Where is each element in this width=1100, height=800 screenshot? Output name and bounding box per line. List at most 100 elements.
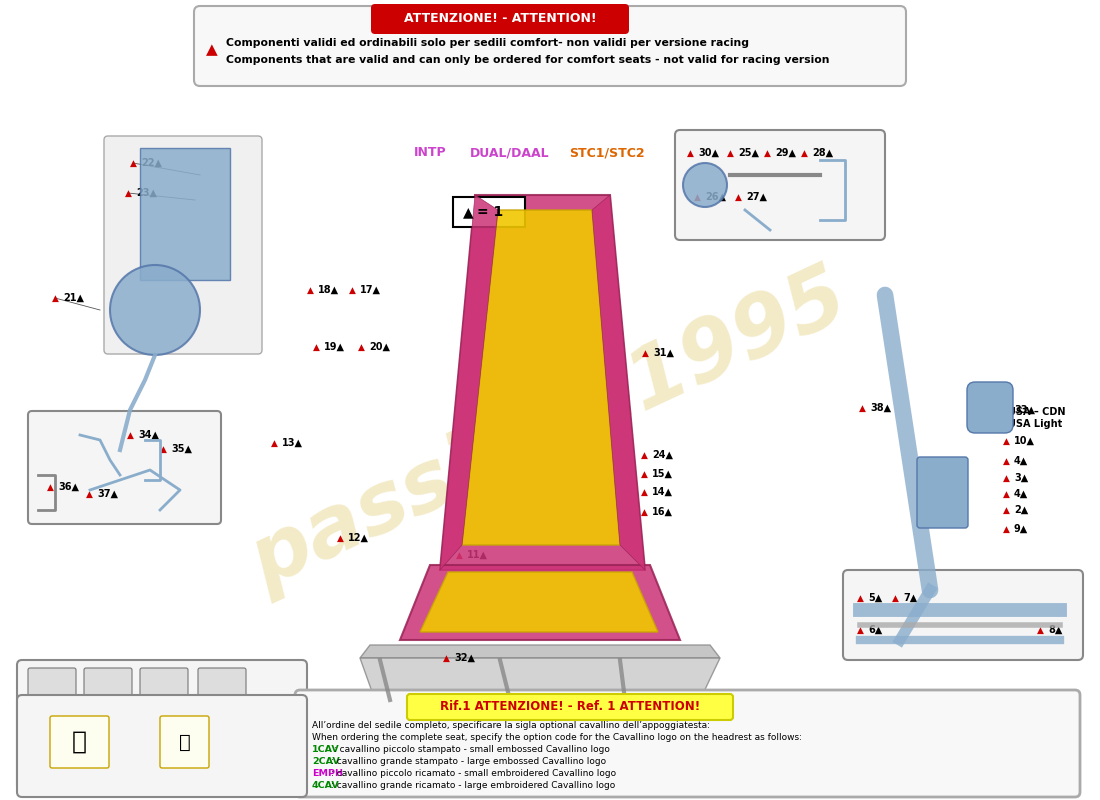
FancyBboxPatch shape	[194, 6, 906, 86]
Text: 29▲: 29▲	[776, 148, 796, 158]
Text: ▲: ▲	[337, 534, 343, 542]
Text: passione1995: passione1995	[239, 256, 861, 604]
Text: 21▲: 21▲	[63, 293, 84, 303]
Text: ▲: ▲	[52, 294, 58, 302]
Text: ▲: ▲	[1002, 506, 1010, 514]
Polygon shape	[360, 645, 720, 658]
Text: ▲: ▲	[640, 470, 648, 478]
Text: ▲: ▲	[160, 445, 166, 454]
Text: 35▲: 35▲	[170, 444, 192, 454]
Text: Daytona
Style: Daytona Style	[146, 763, 183, 782]
FancyBboxPatch shape	[160, 716, 209, 768]
Text: 4▲: 4▲	[1014, 489, 1028, 499]
Text: ATTENZIONE! - ATTENTION!: ATTENZIONE! - ATTENTION!	[404, 13, 596, 26]
Text: 2▲: 2▲	[1014, 505, 1028, 515]
Text: ▲: ▲	[857, 626, 864, 634]
Text: 11▲: 11▲	[468, 550, 488, 560]
Text: 18▲: 18▲	[318, 285, 339, 295]
FancyBboxPatch shape	[453, 197, 525, 227]
Polygon shape	[592, 195, 645, 570]
Text: = 1: = 1	[477, 205, 504, 219]
Text: 14▲: 14▲	[652, 487, 673, 497]
FancyBboxPatch shape	[201, 737, 243, 757]
FancyBboxPatch shape	[407, 694, 733, 720]
Text: ▲: ▲	[640, 450, 648, 459]
Text: ▲: ▲	[307, 286, 314, 294]
Text: ▲: ▲	[1036, 626, 1044, 634]
Text: ▲: ▲	[126, 430, 133, 439]
FancyBboxPatch shape	[967, 382, 1013, 433]
Text: ▲: ▲	[124, 189, 131, 198]
Text: Cavallino grande: Cavallino grande	[37, 745, 123, 754]
Text: 4▲: 4▲	[1014, 456, 1028, 466]
Text: 26▲: 26▲	[705, 192, 726, 202]
FancyBboxPatch shape	[16, 660, 307, 790]
Text: 32▲: 32▲	[454, 653, 475, 663]
Text: 24▲: 24▲	[652, 450, 673, 460]
Text: ▲: ▲	[1002, 490, 1010, 498]
Text: 13▲: 13▲	[282, 438, 303, 448]
Text: 25▲: 25▲	[738, 148, 759, 158]
FancyBboxPatch shape	[198, 668, 246, 742]
Text: ▲: ▲	[694, 193, 701, 202]
Text: 7▲: 7▲	[903, 593, 917, 603]
Text: When ordering the complete seat, specify the option code for the Cavallino logo : When ordering the complete seat, specify…	[312, 733, 802, 742]
Text: USA – CDN
USA Light: USA – CDN USA Light	[1008, 407, 1066, 429]
Polygon shape	[400, 565, 680, 640]
Text: 34▲: 34▲	[138, 430, 160, 440]
Polygon shape	[440, 195, 498, 570]
Text: : cavallino grande ricamato - large embroidered Cavallino logo: : cavallino grande ricamato - large embr…	[331, 781, 616, 790]
Text: 20▲: 20▲	[368, 342, 390, 352]
Text: 16▲: 16▲	[652, 507, 673, 517]
Text: 8▲: 8▲	[1048, 625, 1063, 635]
FancyBboxPatch shape	[16, 695, 307, 797]
Text: ▲: ▲	[1002, 437, 1010, 446]
Text: DUAL/DAAL: DUAL/DAAL	[470, 146, 550, 159]
Text: 2CAV: 2CAV	[312, 757, 340, 766]
Text: 37▲: 37▲	[97, 489, 118, 499]
Text: 23▲: 23▲	[136, 188, 157, 198]
Text: ▲: ▲	[801, 149, 807, 158]
Text: Cavallino piccolo: Cavallino piccolo	[147, 745, 233, 754]
Text: ▲: ▲	[727, 149, 734, 158]
Text: ▲: ▲	[358, 342, 364, 351]
Text: Rif.1 ATTENZIONE! - Ref. 1 ATTENTION!: Rif.1 ATTENZIONE! - Ref. 1 ATTENTION!	[440, 701, 700, 714]
FancyBboxPatch shape	[295, 690, 1080, 797]
FancyBboxPatch shape	[84, 668, 132, 742]
Text: All’ordine del sedile completo, specificare la sigla optional cavallino dell’app: All’ordine del sedile completo, specific…	[312, 721, 710, 730]
Text: ▲: ▲	[859, 403, 866, 413]
Polygon shape	[440, 195, 645, 570]
Text: : cavallino piccolo stampato - small embossed Cavallino logo: : cavallino piccolo stampato - small emb…	[331, 745, 610, 754]
Text: ▲: ▲	[1002, 474, 1010, 482]
Text: 10▲: 10▲	[1014, 436, 1035, 446]
Text: 9▲: 9▲	[1014, 524, 1028, 534]
Text: Large cavallino: Large cavallino	[42, 757, 119, 766]
Text: 19▲: 19▲	[324, 342, 345, 352]
Text: 5▲: 5▲	[868, 593, 882, 603]
FancyBboxPatch shape	[143, 737, 185, 757]
FancyBboxPatch shape	[140, 668, 188, 742]
Text: 36▲: 36▲	[58, 482, 79, 492]
Text: 33▲: 33▲	[1014, 405, 1035, 415]
Polygon shape	[140, 148, 230, 280]
Text: ▲: ▲	[735, 193, 741, 202]
Text: Losangato
Style: Losangato Style	[86, 763, 131, 782]
Text: 17▲: 17▲	[360, 285, 381, 295]
Circle shape	[110, 265, 200, 355]
Circle shape	[683, 163, 727, 207]
FancyBboxPatch shape	[843, 570, 1084, 660]
FancyBboxPatch shape	[50, 716, 109, 768]
Text: ▲: ▲	[640, 487, 648, 497]
Text: ▲: ▲	[686, 149, 693, 158]
Text: 27▲: 27▲	[746, 192, 767, 202]
Text: INTP: INTP	[414, 146, 447, 159]
Text: STC1/STC2: STC1/STC2	[569, 146, 645, 159]
FancyBboxPatch shape	[28, 668, 76, 742]
Text: ▲: ▲	[46, 482, 54, 491]
Text: 12▲: 12▲	[348, 533, 369, 543]
Text: ▲: ▲	[857, 594, 864, 602]
Text: ▲: ▲	[1002, 525, 1010, 534]
Text: ▲: ▲	[1002, 406, 1010, 414]
Text: ▲: ▲	[271, 438, 277, 447]
Text: 1CAV: 1CAV	[312, 745, 340, 754]
